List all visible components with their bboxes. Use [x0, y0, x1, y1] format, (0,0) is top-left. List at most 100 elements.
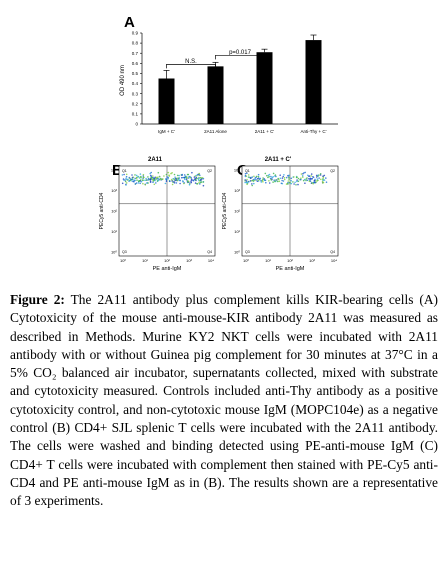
flow-c-event-dot — [319, 174, 322, 176]
flow-b-event-dot — [153, 183, 156, 186]
flow-c-event-dot — [281, 179, 283, 182]
flow-c-event-dot — [288, 178, 290, 180]
flow-c-event-dot — [323, 174, 326, 177]
flow-c-event-dot — [251, 183, 253, 185]
flow-b-event-dot — [136, 179, 138, 181]
flow-c-event-dot — [251, 184, 253, 187]
flow-b-event-dot — [192, 179, 195, 182]
flow-c-event-dot — [276, 180, 279, 183]
flow-b-event-dot — [179, 179, 181, 182]
flow-b-event-dot — [198, 172, 200, 175]
flow-c-event-dot — [316, 178, 319, 180]
flow-b-event-dot — [142, 179, 144, 181]
flow-b-event-dot — [184, 178, 186, 181]
flow-c-event-dot — [260, 179, 262, 182]
flow-b-event-dot — [197, 174, 199, 177]
significance-label: N.S. — [185, 59, 197, 65]
flow-b-event-dot — [159, 178, 161, 181]
flow-b-event-dot — [149, 172, 151, 175]
flow-c-event-dot — [318, 177, 320, 179]
flow-c-event-dot — [272, 176, 274, 178]
flow-c-x-tick-label: 10⁴ — [331, 258, 337, 263]
flow-b-event-dot — [134, 179, 136, 182]
flow-c-event-dot — [255, 175, 258, 178]
flow-b-x-tick-label: 10² — [164, 258, 170, 263]
flow-c-event-dot — [255, 179, 257, 181]
flow-c-event-dot — [275, 179, 277, 181]
flow-b-y-tick-label: 10⁴ — [111, 168, 117, 173]
bar — [207, 66, 224, 124]
flow-b-event-dot — [142, 175, 144, 177]
flow-b-event-dot — [134, 174, 136, 176]
flow-c-y-tick-label: 10⁰ — [234, 250, 240, 255]
flow-b-event-dot — [153, 177, 155, 180]
flow-b-event-dot — [191, 171, 193, 174]
flow-b-x-tick-label: 10³ — [186, 258, 192, 263]
flow-c-event-dot — [300, 178, 302, 181]
flow-b-event-dot — [171, 180, 173, 182]
flow-b-event-dot — [193, 176, 196, 178]
flow-c-event-dot — [249, 180, 252, 182]
flow-c-event-dot — [310, 175, 312, 177]
flow-c-event-dot — [257, 175, 260, 178]
flow-b-event-dot — [131, 176, 134, 179]
flow-c-event-dot — [262, 181, 264, 183]
panel-a-letter: A — [124, 14, 135, 31]
flow-b-event-dot — [199, 174, 201, 177]
y-tick-label: 0.9 — [132, 31, 139, 36]
flow-c-event-dot — [254, 177, 256, 179]
flow-c-y-tick-label: 10⁴ — [234, 168, 240, 173]
flow-b-event-dot — [183, 182, 185, 185]
flow-c-event-dot — [311, 182, 313, 184]
flow-c-y-tick-label: 10² — [234, 209, 240, 214]
flow-b-event-dot — [125, 184, 127, 186]
flow-c-event-dot — [323, 179, 326, 181]
flow-b-y-tick-label: 10⁰ — [111, 250, 117, 255]
flow-b-event-dot — [170, 172, 172, 175]
flow-b-event-dot — [199, 183, 201, 185]
flow-c-event-dot — [322, 176, 325, 179]
flow-c-event-dot — [288, 176, 290, 179]
flow-c-event-dot — [246, 183, 248, 186]
flow-b-event-dot — [182, 180, 184, 182]
flow-b-event-dot — [154, 179, 156, 182]
flow-b-event-dot — [173, 179, 176, 181]
flow-b-y-axis-label: PECy5 anti-CD4 — [99, 192, 105, 229]
flow-b-event-dot — [140, 180, 143, 183]
flow-b-event-dot — [195, 174, 198, 177]
flow-b-event-dot — [172, 178, 174, 180]
flow-c-event-dot — [279, 174, 281, 176]
flow-b-event-dot — [149, 178, 151, 180]
flow-c-event-dot — [308, 180, 311, 183]
flow-b-event-dot — [127, 178, 129, 181]
flow-c-event-dot — [285, 176, 288, 179]
flow-b-event-dot — [121, 182, 124, 185]
flow-b-event-dot — [150, 171, 152, 174]
flow-b-event-dot — [144, 179, 146, 182]
flow-b-event-dot — [165, 173, 168, 176]
flow-c-y-axis-label: PECy5 anti-CD4 — [222, 192, 228, 229]
flow-b-event-dot — [123, 179, 125, 181]
flow-c-event-dot — [254, 178, 256, 181]
flow-b-event-dot — [171, 183, 174, 186]
flow-b-event-dot — [145, 177, 147, 180]
flow-c-event-dot — [296, 180, 298, 183]
flow-b-x-axis-label: PE anti-IgM — [153, 266, 182, 272]
flow-c-event-dot — [320, 178, 322, 181]
flow-b-event-dot — [187, 173, 190, 176]
flow-b-event-dot — [181, 173, 183, 176]
flow-b-title: 2A11 — [148, 157, 163, 163]
y-tick-label: 0.7 — [132, 51, 139, 56]
flow-c-event-dot — [262, 178, 264, 181]
y-tick-label: 0.6 — [132, 61, 139, 66]
flow-b-event-dot — [167, 176, 169, 179]
flow-b-event-dot — [135, 177, 138, 179]
flow-c-event-dot — [277, 177, 279, 180]
flow-b-event-dot — [146, 182, 148, 184]
flow-c-event-dot — [268, 180, 270, 182]
flow-b-event-dot — [138, 177, 141, 179]
flow-b-event-dot — [139, 182, 141, 185]
flow-b-event-dot — [147, 182, 149, 184]
flow-b-event-dot — [142, 176, 145, 179]
flow-b-event-dot — [139, 175, 142, 178]
